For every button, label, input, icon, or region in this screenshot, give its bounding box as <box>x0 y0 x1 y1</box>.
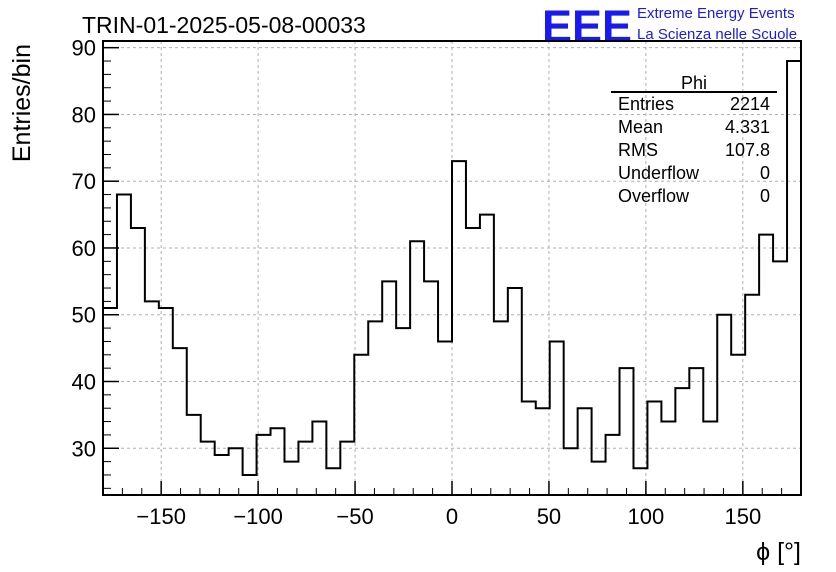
y-tick-label: 50 <box>72 303 96 328</box>
histogram-bin <box>606 435 620 495</box>
histogram-bin <box>787 61 801 495</box>
x-tick-label: 100 <box>628 504 665 529</box>
histogram-bin <box>452 161 466 495</box>
x-tick-labels: −150 −100 −50 0 50 100 150 <box>136 504 761 529</box>
histogram-bin <box>689 368 703 495</box>
y-axis-label: Entries/bin <box>8 44 36 162</box>
stats-value: 0 <box>760 186 770 206</box>
histogram-bin <box>703 422 717 495</box>
histogram-bin <box>368 321 382 495</box>
stats-label: Mean <box>618 117 663 137</box>
histogram-bin <box>201 442 215 495</box>
y-tick-label: 60 <box>72 236 96 261</box>
histogram-bin <box>494 321 508 495</box>
histogram-bin <box>271 428 285 495</box>
logo-letters: EEE <box>542 1 632 52</box>
histogram-bin <box>298 442 312 495</box>
y-tick-label: 90 <box>72 36 96 61</box>
stats-label: RMS <box>618 140 658 160</box>
histogram-bin <box>382 281 396 495</box>
stats-box: Phi Entries 2214 Mean 4.331 RMS 107.8 Underflo… <box>611 73 777 206</box>
x-tick-label: −100 <box>233 504 283 529</box>
logo-line1: Extreme Energy Events <box>637 5 795 22</box>
stats-value: 4.331 <box>725 117 770 137</box>
y-tick-label: 40 <box>72 370 96 395</box>
chart-title: TRIN-01-2025-05-08-00033 <box>82 12 366 38</box>
histogram-bin <box>759 235 773 495</box>
stats-label: Overflow <box>618 186 690 206</box>
x-axis-label: ϕ [°] <box>756 538 801 566</box>
histogram-bin <box>717 315 731 495</box>
axis-ticks <box>102 46 802 495</box>
x-tick-label: 150 <box>724 504 761 529</box>
eee-logo: EEE Extreme Energy Events La Scienza nel… <box>542 1 797 52</box>
histogram-bin <box>564 448 578 495</box>
histogram-bin <box>550 341 564 495</box>
histogram-bin <box>243 475 257 495</box>
histogram-bin <box>424 281 438 495</box>
x-tick-label: 0 <box>446 504 458 529</box>
plot-frame <box>102 40 802 496</box>
histogram-bin <box>284 462 298 495</box>
histogram-bin <box>592 462 606 495</box>
y-tick-label: 30 <box>72 436 96 461</box>
histogram-bin <box>675 388 689 495</box>
histogram-bin <box>396 328 410 495</box>
histogram-bin <box>410 241 424 495</box>
histogram-bin <box>340 442 354 495</box>
stats-value: 0 <box>760 163 770 183</box>
x-tick-label: −50 <box>336 504 373 529</box>
histogram-bin <box>326 468 340 495</box>
histogram-bin <box>145 301 159 495</box>
histogram-bin <box>312 422 326 495</box>
stats-label: Entries <box>618 94 674 114</box>
histogram-bin <box>173 348 187 495</box>
histogram-bin <box>773 261 787 495</box>
stats-value: 2214 <box>730 94 770 114</box>
stats-label: Underflow <box>618 163 700 183</box>
histogram-bin <box>438 341 452 495</box>
histogram-bin <box>745 295 759 495</box>
histogram-line <box>103 60 801 476</box>
histogram-bin <box>131 228 145 495</box>
histogram-bin <box>480 215 494 495</box>
histogram-bin <box>103 308 117 495</box>
histogram-bin <box>536 408 550 495</box>
stats-title: Phi <box>681 73 707 93</box>
y-tick-label: 80 <box>72 102 96 127</box>
y-tick-labels: 30 40 50 60 70 80 90 <box>72 36 96 462</box>
histogram-bin <box>578 408 592 495</box>
x-tick-label: −150 <box>136 504 186 529</box>
stats-value: 107.8 <box>725 140 770 160</box>
histogram-bin <box>354 355 368 495</box>
y-tick-label: 70 <box>72 169 96 194</box>
histogram-bin <box>117 195 131 495</box>
histogram-bin <box>661 422 675 495</box>
histogram-bin <box>215 455 229 495</box>
histogram-bin <box>508 288 522 495</box>
logo-line2: La Scienza nelle Scuole <box>637 26 797 43</box>
histogram-bin <box>187 415 201 495</box>
histogram-bin <box>466 228 480 495</box>
histogram-bin <box>229 448 243 495</box>
histogram-bin <box>620 368 634 495</box>
x-tick-label: 50 <box>537 504 561 529</box>
